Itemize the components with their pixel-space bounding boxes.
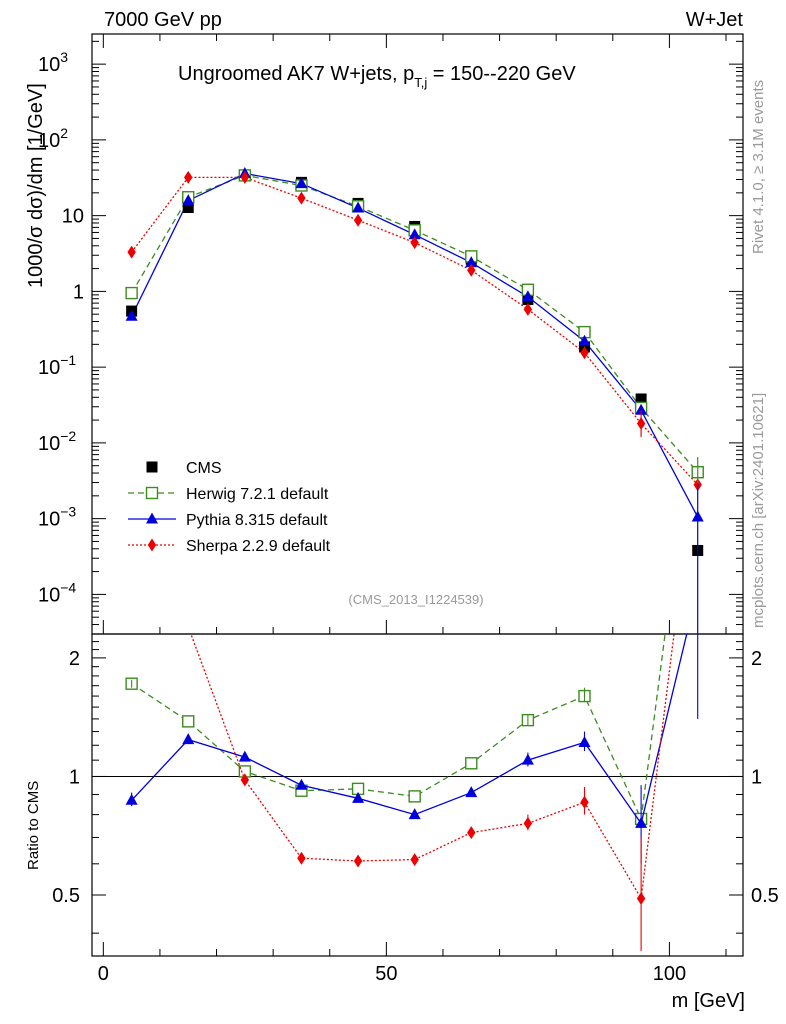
sherpa-ratio-point [467, 826, 476, 840]
sherpa-point [127, 245, 136, 259]
header-left-label: 7000 GeV pp [104, 9, 222, 31]
ratio-y-tick-label: 0.5 [52, 885, 80, 907]
pythia-point [182, 194, 195, 206]
chart-title-subscript: T,j [414, 75, 427, 90]
sherpa-point [410, 236, 419, 250]
cms-point [182, 202, 194, 214]
chart-title: Ungroomed AK7 W+jets, pT,j = 150--220 Ge… [178, 63, 576, 90]
rivet-side-label: Rivet 4.1.0, ≥ 3.1M events [750, 80, 767, 254]
sherpa-point [523, 302, 533, 316]
pythia-point [578, 334, 591, 346]
x-tick-label: 50 [375, 963, 397, 985]
legend-herwig-label: Herwig 7.2.1 default [186, 486, 329, 503]
sherpa-point [580, 346, 589, 360]
y-tick-label: 102 [38, 125, 68, 152]
chart-title-main: Ungroomed AK7 W+jets, p [178, 63, 414, 85]
sherpa-ratio-point [410, 853, 419, 867]
legend-cms-marker [146, 461, 158, 473]
pythia-point [408, 228, 421, 240]
header-right-label: W+Jet [686, 9, 744, 31]
chart-title-rest: = 150--220 GeV [427, 63, 576, 85]
analysis-tag: (CMS_2013_I1224539) [348, 592, 483, 607]
legend-pythia-label: Pythia 8.315 default [186, 512, 328, 529]
ratio-y-tick-label-right: 2 [751, 648, 762, 670]
pythia-point [352, 201, 365, 213]
sherpa-ratio-point [297, 851, 306, 865]
y-tick-label: 10−2 [38, 428, 76, 455]
ratio-y-axis: 0.5 0.5 1 1 2 2 [52, 633, 779, 934]
herwig-ratio-line [131, 634, 666, 822]
pythia-ratio-point [352, 791, 365, 803]
herwig-ratio-point [182, 715, 195, 728]
y-tick-label: 10 [62, 206, 84, 228]
y-tick-label: 1 [73, 281, 84, 303]
main-y-axis: 10−4 10−3 10−2 10−1 1 10 102 103 [38, 40, 743, 635]
ratio-y-tick-label: 1 [69, 766, 80, 788]
y-tick-label: 10−3 [38, 504, 76, 531]
herwig-ratio-point [465, 757, 478, 770]
pythia-point [521, 290, 534, 302]
cms-point [635, 393, 647, 405]
sherpa-point [353, 213, 363, 227]
pythia-point [635, 403, 648, 415]
x-axis-label: m [GeV] [672, 990, 745, 1012]
ratio-y-tick-label-right: 1 [751, 766, 762, 788]
pythia-ratio-line [131, 634, 688, 825]
pythia-point [125, 309, 138, 321]
herwig-point [125, 286, 138, 300]
ratio-y-tick-label: 2 [69, 648, 80, 670]
legend-sherpa-label: Sherpa 2.2.9 default [186, 538, 331, 555]
pythia-point [465, 256, 478, 268]
sherpa-point [184, 170, 193, 184]
legend: CMS Herwig 7.2.1 default Pythia 8.315 defa… [128, 460, 331, 555]
x-tick-label: 100 [653, 963, 686, 985]
y-tick-label: 10−1 [38, 352, 76, 379]
pythia-ratio-point [465, 786, 478, 798]
pythia-ratio-point [182, 733, 195, 745]
pythia-ratio-point [238, 750, 251, 762]
y-axis-label: 1000/σ dσ)/dm [1/GeV] [25, 83, 47, 288]
pythia-point [295, 177, 308, 189]
main-series-layer [125, 167, 704, 634]
sherpa-point [240, 170, 250, 184]
sherpa-ratio-point [240, 773, 250, 787]
mcplots-side-label: mcplots.cern.ch [arXiv:2401.10621] [750, 393, 767, 628]
sherpa-point [467, 263, 476, 277]
legend-sherpa-marker [147, 538, 157, 552]
ratio-y-tick-label-right: 0.5 [751, 885, 779, 907]
legend-herwig-marker [145, 486, 159, 500]
ratio-series-layer [125, 634, 699, 952]
legend-pythia-marker [146, 512, 158, 524]
sherpa-point [297, 191, 306, 205]
y-tick-label: 103 [38, 49, 68, 76]
ratio-y-axis-label: Ratio to CMS [25, 781, 42, 870]
legend-cms-label: CMS [186, 460, 222, 477]
y-tick-label: 10−4 [38, 579, 76, 606]
x-axis: 0 50 100 [98, 34, 727, 985]
sherpa-ratio-point [353, 854, 363, 868]
pythia-ratio-point [295, 778, 308, 790]
ratio-panel-frame [91, 633, 744, 957]
herwig-line [131, 174, 699, 473]
x-tick-label: 0 [98, 963, 109, 985]
sherpa-ratio-line [190, 634, 675, 901]
herwig-ratio-point [408, 790, 421, 803]
pythia-ratio-point [408, 808, 421, 820]
